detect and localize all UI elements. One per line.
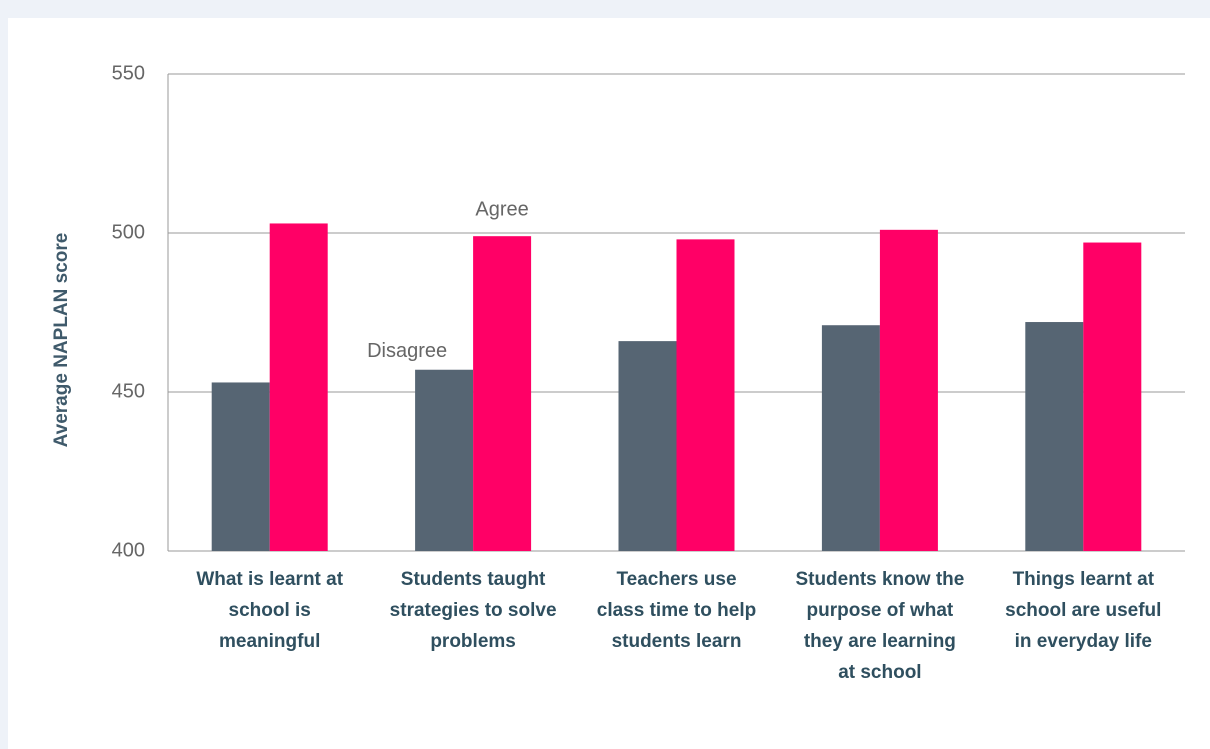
y-tick-label: 400 — [112, 539, 145, 561]
x-tick-label: Students taught strategies to solve prob… — [389, 569, 557, 652]
legend-label: Agree — [475, 198, 528, 220]
legend-label: Disagree — [367, 340, 447, 362]
bar — [1025, 322, 1084, 551]
y-tick-label: 550 — [112, 62, 145, 84]
x-tick-label: Students know the purpose of what they a… — [795, 569, 965, 683]
y-tick-label: 500 — [112, 221, 145, 243]
bar — [473, 236, 532, 551]
y-tick-label: 450 — [112, 380, 145, 402]
x-tick-label: Teachers use class time to help students… — [596, 569, 757, 652]
x-tick-label: What is learnt at school is meaningful — [196, 569, 344, 652]
x-tick-label: Things learnt at school are useful in ev… — [1005, 569, 1162, 652]
bar — [879, 229, 938, 551]
bar — [618, 341, 677, 551]
bar — [269, 223, 328, 551]
bar — [211, 382, 270, 551]
bar — [676, 239, 735, 552]
bar — [415, 369, 474, 551]
panel — [8, 18, 1210, 749]
bar — [1083, 242, 1142, 552]
bar — [821, 325, 880, 551]
y-axis-label: Average NAPLAN score — [51, 233, 72, 448]
